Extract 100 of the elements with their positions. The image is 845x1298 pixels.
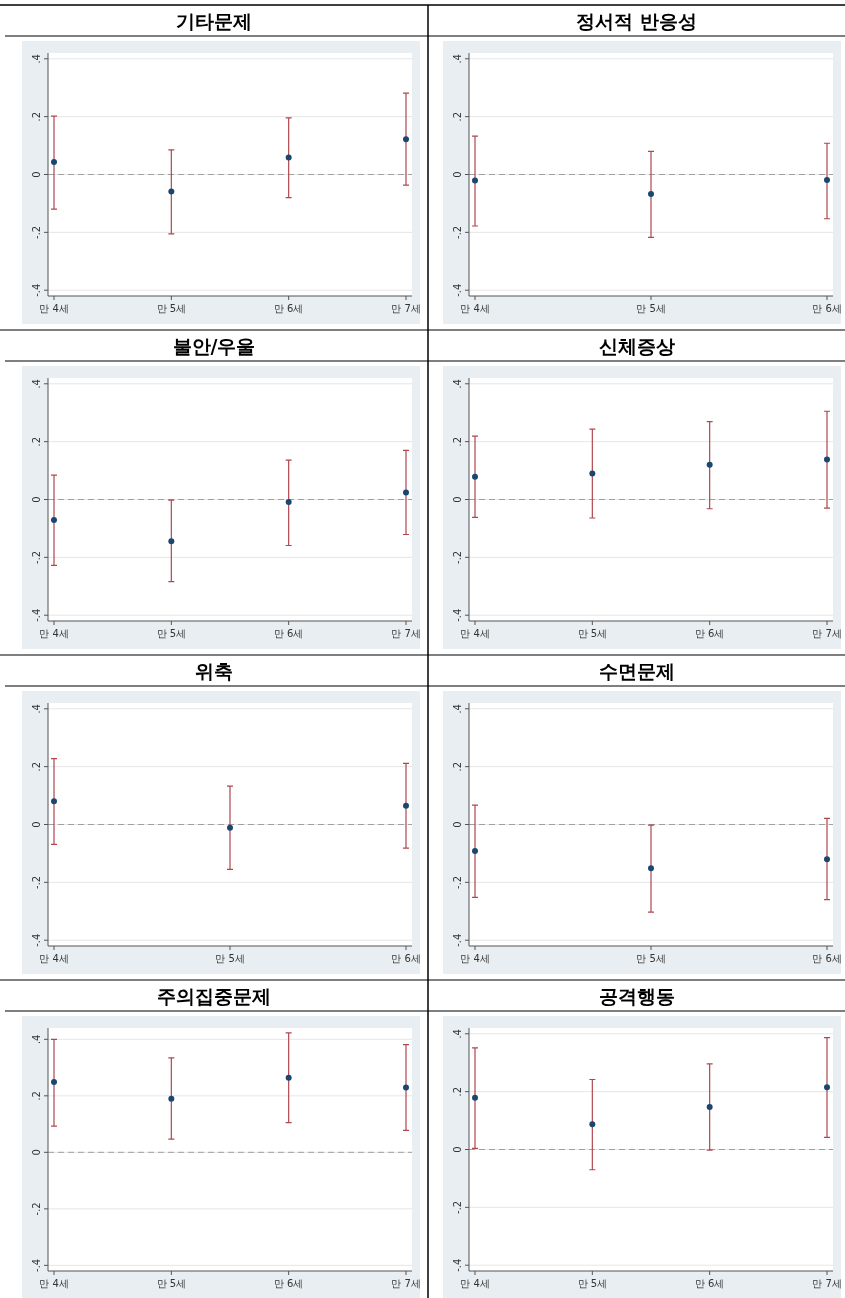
y-tick-label: .4 <box>31 54 42 64</box>
x-tick-label: 만 4세 <box>460 628 490 639</box>
y-tick-label: 0 <box>452 496 463 503</box>
point <box>824 456 830 463</box>
x-tick-label: 만 4세 <box>460 1278 490 1289</box>
x-tick-label: 만 7세 <box>812 1278 842 1289</box>
point <box>706 1103 713 1110</box>
y-tick-label: 0 <box>452 1146 463 1153</box>
chart-title: 주의집중문제 <box>157 985 271 1007</box>
x-tick-label: 만 6세 <box>812 303 842 314</box>
x-tick-label: 만 6세 <box>694 628 725 639</box>
x-tick-label: 만 6세 <box>694 1278 725 1289</box>
point <box>472 1094 478 1101</box>
chart-title: 신체증상 <box>598 335 675 357</box>
x-tick-label: 만 6세 <box>273 628 304 639</box>
point <box>168 1095 175 1102</box>
x-tick-label: 만 7세 <box>391 1278 421 1289</box>
point <box>589 470 596 477</box>
y-tick-label: -.2 <box>452 225 463 239</box>
point <box>472 848 478 855</box>
y-tick-label: .4 <box>31 379 42 389</box>
y-tick-label: 0 <box>452 821 463 828</box>
point <box>824 856 830 863</box>
y-tick-label: -.4 <box>31 608 42 622</box>
y-tick-label: -.4 <box>452 283 463 297</box>
y-tick-label: -.4 <box>31 1258 42 1272</box>
y-tick-label: -.4 <box>452 608 463 622</box>
point <box>285 499 292 506</box>
chart-title: 불안/우울 <box>172 335 256 357</box>
y-tick-label: .2 <box>452 761 463 772</box>
y-tick-label: .4 <box>452 1029 463 1039</box>
x-tick-label: 만 4세 <box>39 953 69 964</box>
point <box>403 489 409 496</box>
x-tick-label: 만 4세 <box>460 953 490 964</box>
y-tick-label: 0 <box>31 821 42 828</box>
y-tick-label: -.4 <box>31 283 42 297</box>
y-tick-label: 0 <box>31 496 42 503</box>
y-tick-label: .2 <box>452 111 463 122</box>
y-tick-label: -.2 <box>452 550 463 564</box>
y-tick-label: .4 <box>452 54 463 64</box>
y-tick-label: .2 <box>452 436 463 447</box>
x-tick-label: 만 4세 <box>39 628 69 639</box>
y-tick-label: -.2 <box>452 1200 463 1214</box>
point <box>706 461 713 468</box>
y-tick-label: 0 <box>31 1149 42 1156</box>
x-tick-label: 만 6세 <box>391 953 421 964</box>
y-tick-label: .4 <box>31 1034 42 1045</box>
y-tick-label: .4 <box>452 704 463 714</box>
y-tick-label: .2 <box>31 761 42 772</box>
x-tick-label: 만 5세 <box>215 953 245 964</box>
x-tick-label: 만 5세 <box>577 628 608 639</box>
point <box>51 798 57 805</box>
x-tick-label: 만 5세 <box>156 628 187 639</box>
chart-title: 기타문제 <box>176 10 252 32</box>
x-tick-label: 만 5세 <box>156 1278 187 1289</box>
y-tick-label: .2 <box>31 436 42 447</box>
y-tick-label: -.2 <box>31 550 42 564</box>
y-tick-label: 0 <box>452 171 463 178</box>
point <box>285 1074 292 1081</box>
x-tick-label: 만 4세 <box>39 303 69 314</box>
chart-title: 공격행동 <box>598 985 675 1007</box>
y-tick-label: .4 <box>452 379 463 389</box>
y-tick-label: -.2 <box>31 1202 42 1216</box>
point <box>824 1084 830 1091</box>
point <box>51 159 57 166</box>
y-tick-label: -.2 <box>452 875 463 889</box>
x-tick-label: 만 7세 <box>391 303 421 314</box>
point <box>648 865 654 872</box>
x-tick-label: 만 4세 <box>460 303 490 314</box>
x-tick-label: 만 6세 <box>812 953 842 964</box>
point <box>648 190 654 197</box>
y-tick-label: .2 <box>31 111 42 122</box>
point <box>51 517 57 524</box>
point <box>472 177 478 184</box>
x-tick-label: 만 5세 <box>636 953 666 964</box>
y-tick-label: .4 <box>31 704 42 714</box>
y-tick-label: -.2 <box>31 225 42 239</box>
point <box>472 473 478 480</box>
point <box>227 824 233 831</box>
x-tick-label: 만 7세 <box>812 628 842 639</box>
point <box>589 1121 596 1128</box>
point <box>824 177 830 183</box>
chart-title: 위축 <box>195 660 233 682</box>
y-tick-label: -.4 <box>452 933 463 947</box>
x-tick-label: 만 7세 <box>391 628 421 639</box>
y-tick-label: .2 <box>31 1091 42 1101</box>
x-tick-label: 만 5세 <box>577 1278 608 1289</box>
x-tick-label: 만 4세 <box>39 1278 69 1289</box>
point <box>168 538 175 545</box>
chart-title: 수면문제 <box>598 660 675 682</box>
point <box>403 136 409 143</box>
y-tick-label: -.2 <box>31 875 42 889</box>
x-tick-label: 만 5세 <box>636 303 666 314</box>
y-tick-label: -.4 <box>31 933 42 947</box>
point <box>403 802 409 809</box>
x-tick-label: 만 5세 <box>156 303 187 314</box>
y-tick-label: -.4 <box>452 1258 463 1272</box>
y-tick-label: 0 <box>31 171 42 178</box>
x-tick-label: 만 6세 <box>273 303 304 314</box>
point <box>403 1084 409 1091</box>
